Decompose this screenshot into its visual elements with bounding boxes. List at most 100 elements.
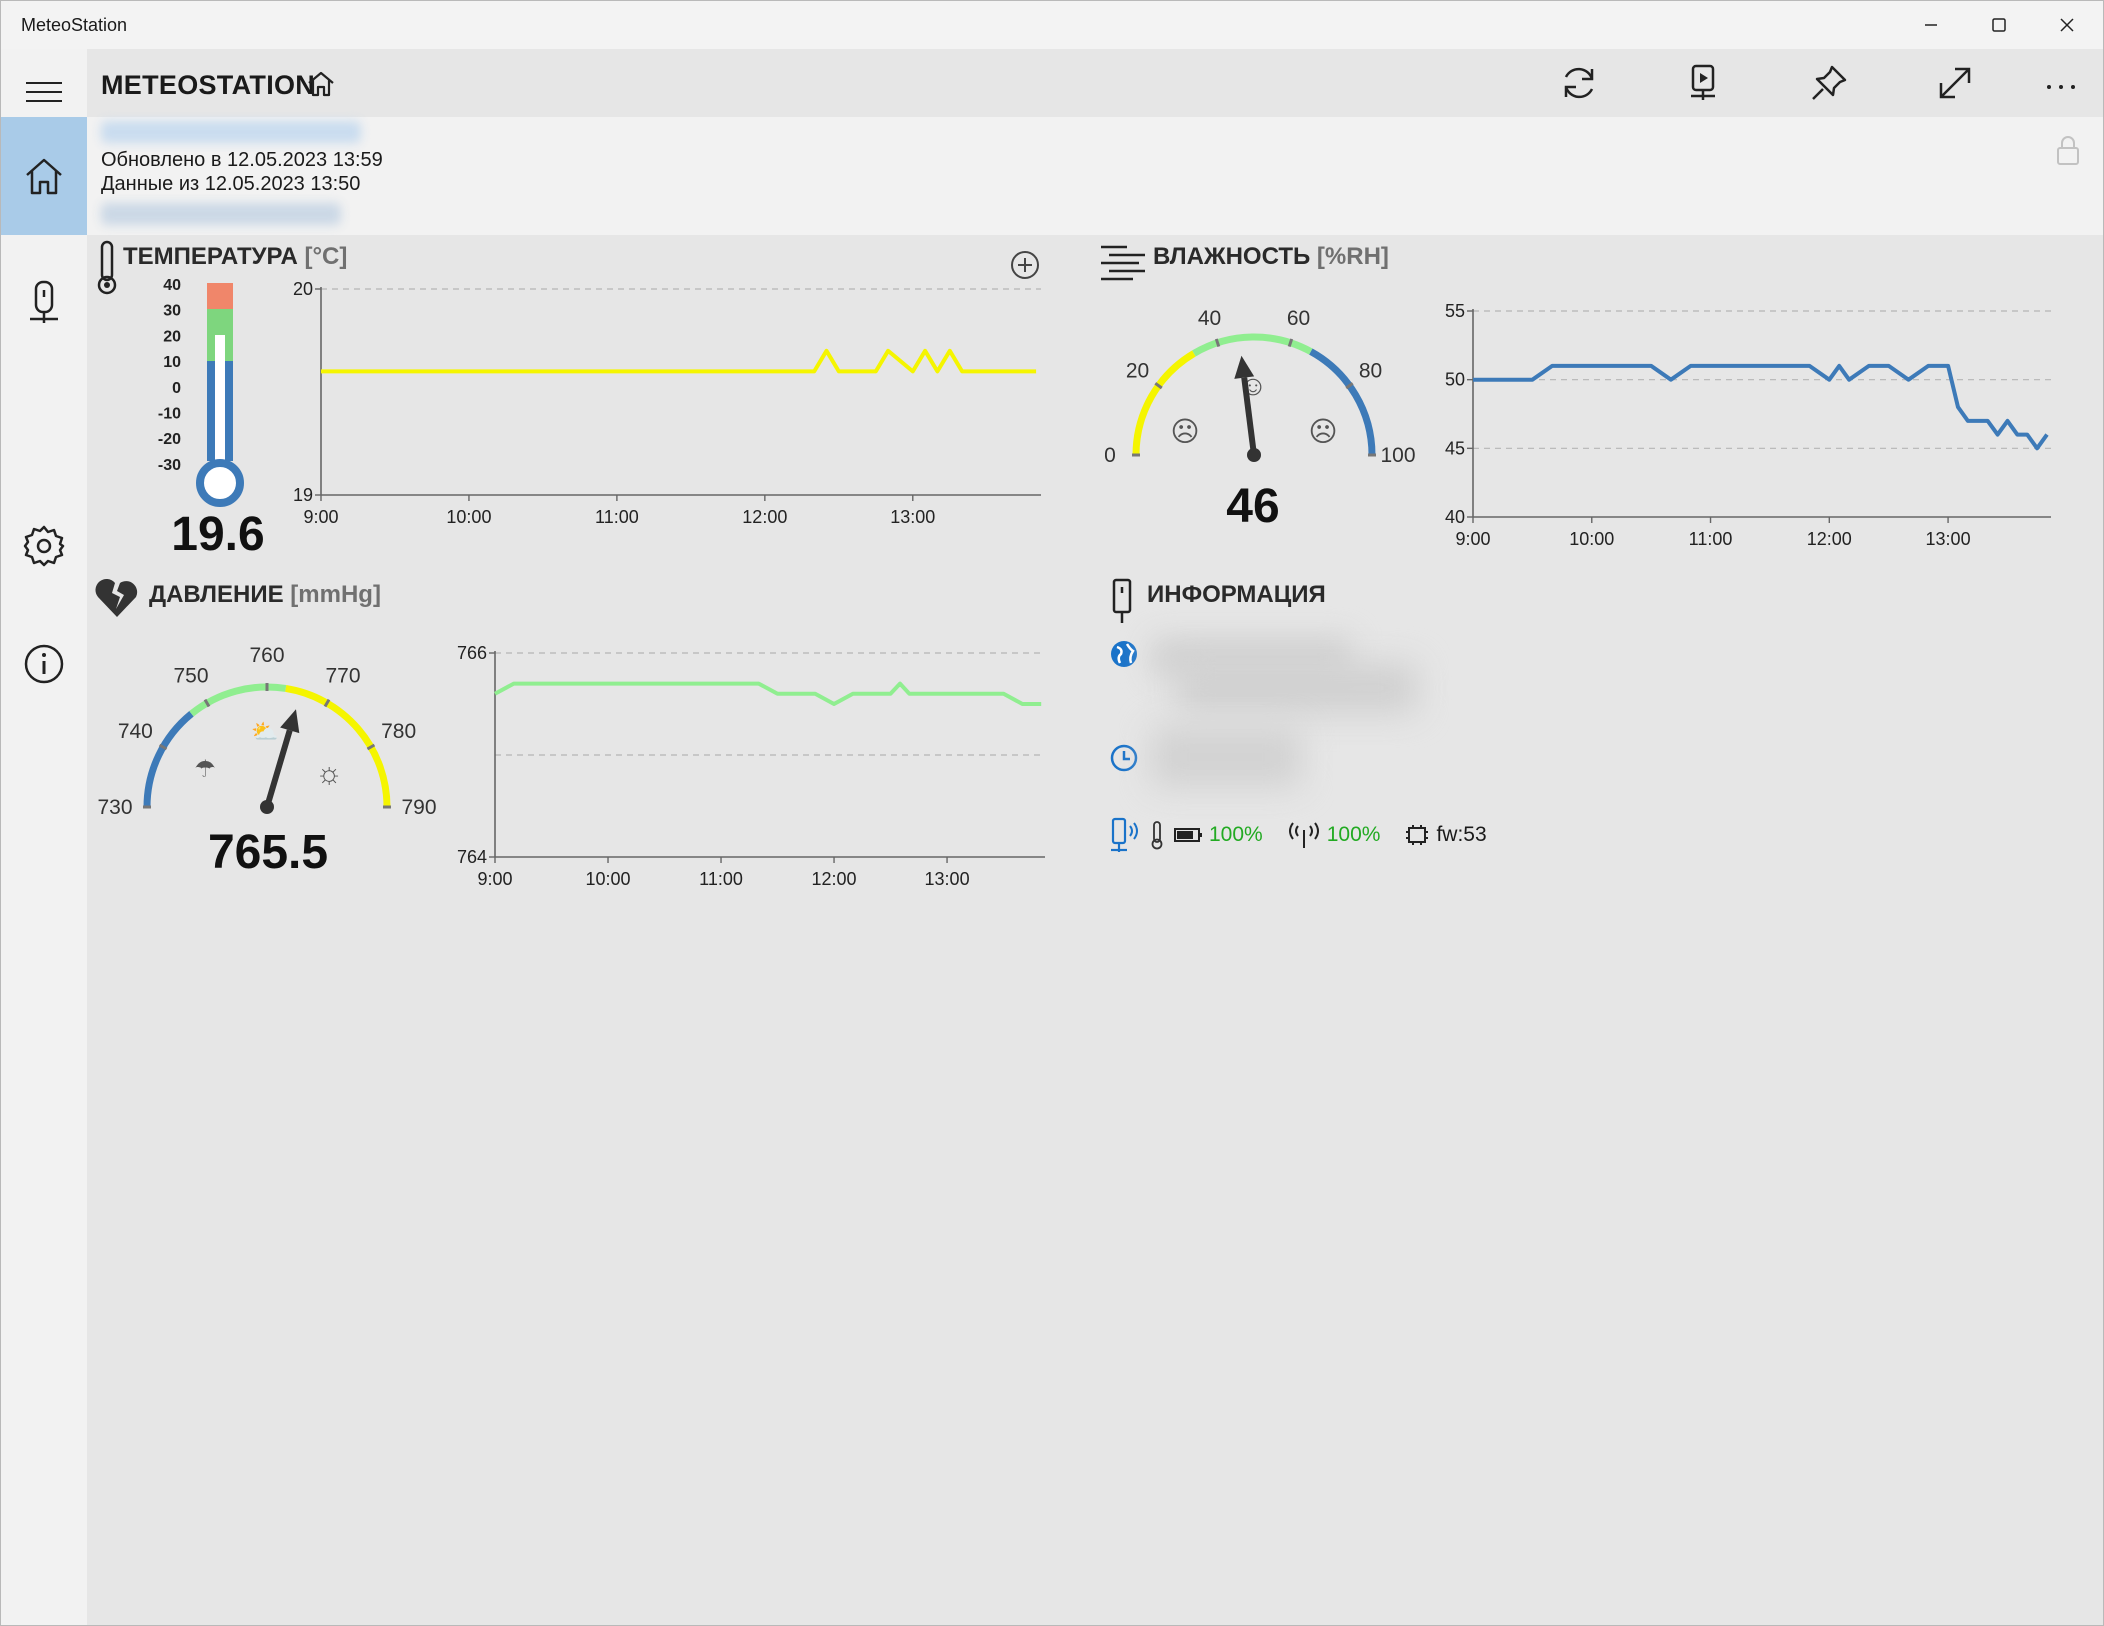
gauge-needle-head xyxy=(280,709,300,734)
x-tick-label: 9:00 xyxy=(1455,529,1490,549)
temperature-chart: 20 199:00 10:00 11:00 12:00 13:00 xyxy=(293,279,1041,527)
x-tick-label: 9:00 xyxy=(303,507,338,527)
x-tick-label: 11:00 xyxy=(699,869,743,889)
blurred-text-block xyxy=(1177,663,1417,713)
station-screen-button[interactable] xyxy=(1673,55,1733,111)
humidity-wind-icon xyxy=(1101,245,1145,281)
pressure-value: 765.5 xyxy=(207,826,329,879)
y-tick-label: 40 xyxy=(1445,507,1465,527)
refresh-button[interactable] xyxy=(1549,55,1609,111)
nav-item-home[interactable] xyxy=(1,117,87,235)
temp-bulb xyxy=(196,459,244,507)
gauge-label: 790 xyxy=(401,796,436,819)
temperature-title: ТЕМПЕРАТУРА [°C] xyxy=(123,243,347,271)
x-tick-label: 12:00 xyxy=(812,869,857,889)
partly-cloudy-icon: ⛅ xyxy=(251,719,278,744)
humidity-unit: [%RH] xyxy=(1316,243,1389,270)
device-status-row: 100% 100% fw:53 xyxy=(1109,815,1487,855)
temp-scale-label: 20 xyxy=(163,328,181,345)
thermometer-icon xyxy=(1151,821,1163,850)
rain-cloud-icon: ☂ xyxy=(194,756,216,783)
series-line xyxy=(1473,363,2049,451)
humidity-title: ВЛАЖНОСТЬ [%RH] xyxy=(1153,243,1389,271)
status-panel: Обновлено в 12.05.2023 13:59 Данные из 1… xyxy=(87,117,2103,235)
station-signal-icon xyxy=(1111,817,1138,852)
gauge-needle xyxy=(1241,377,1257,456)
page-title: METEOSTATION xyxy=(101,70,316,100)
gauge-tick xyxy=(1287,338,1294,348)
temp-scale-label: 10 xyxy=(163,354,181,371)
refresh-icon xyxy=(1564,67,1594,99)
updated-time: Обновлено в 12.05.2023 13:59 xyxy=(101,149,383,171)
gauge-tick xyxy=(1345,382,1354,390)
gauge-arc xyxy=(189,683,287,717)
gauge-tick xyxy=(1154,382,1163,390)
x-tick-label: 10:00 xyxy=(585,869,630,889)
close-button[interactable] xyxy=(2033,1,2101,49)
y-tick-label: 764 xyxy=(457,847,487,867)
expand-icon xyxy=(1939,67,1971,99)
temperature-title-text: ТЕМПЕРАТУРА xyxy=(123,243,298,270)
data-time: Данные из 12.05.2023 13:50 xyxy=(101,173,361,195)
gauge-pivot xyxy=(1247,448,1261,462)
minimize-button[interactable] xyxy=(1897,1,1965,49)
broken-heart-icon xyxy=(95,578,138,617)
gauge-tick xyxy=(203,698,211,708)
gauge-arc xyxy=(1309,348,1376,456)
y-tick-label: 766 xyxy=(457,643,487,663)
x-tick-label: 13:00 xyxy=(1926,529,1971,549)
x-tick-label: 10:00 xyxy=(446,507,491,527)
gauge-tick xyxy=(366,743,376,751)
lock-icon[interactable] xyxy=(2055,135,2081,167)
maximize-button[interactable] xyxy=(1965,1,2033,49)
gauge-label: 100 xyxy=(1380,444,1415,467)
fullscreen-button[interactable] xyxy=(1925,55,1985,111)
globe-icon xyxy=(1111,641,1137,667)
maximize-icon xyxy=(1992,18,2006,32)
hamburger-icon xyxy=(26,82,62,102)
station-play-icon xyxy=(1691,64,1715,100)
y-tick-label: 20 xyxy=(293,279,313,299)
gauge-label: 40 xyxy=(1198,307,1221,330)
battery-icon xyxy=(1174,828,1202,842)
blurred-text-block xyxy=(1151,727,1301,787)
gauge-label: 0 xyxy=(1105,444,1116,467)
temp-scale-label: 40 xyxy=(163,277,181,294)
nav-item-devices[interactable] xyxy=(1,263,87,343)
gauge-label: 750 xyxy=(173,664,208,687)
add-chart-button[interactable] xyxy=(1007,247,1043,283)
gauge-arc xyxy=(285,685,391,808)
pressure-title-text: ДАВЛЕНИЕ xyxy=(149,581,284,608)
temperature-unit: [°C] xyxy=(304,243,348,270)
pressure-unit: [mmHg] xyxy=(290,581,381,608)
y-tick-label: 45 xyxy=(1445,438,1465,458)
gauge-arc xyxy=(1192,333,1313,357)
y-tick-label: 50 xyxy=(1445,370,1465,390)
sad-face-icon: ☹ xyxy=(1170,416,1199,447)
temperature-bar-gauge: 40 30 20 10 0 -10 -20 -30 xyxy=(158,277,244,507)
pin-button[interactable] xyxy=(1799,55,1859,111)
series-line xyxy=(494,681,1042,706)
hamburger-menu-button[interactable] xyxy=(1,67,87,117)
home-icon xyxy=(308,71,334,97)
more-button[interactable] xyxy=(2031,55,2091,111)
gauge-label: 80 xyxy=(1359,359,1382,382)
gauge-tick xyxy=(323,698,331,708)
temp-scale: 40 30 20 10 0 -10 -20 -30 xyxy=(158,277,181,474)
gauge-label: 780 xyxy=(381,720,416,743)
gauge-needle-head xyxy=(1234,355,1255,379)
temp-zone-hot xyxy=(207,283,233,309)
gauge-label: 20 xyxy=(1126,359,1149,382)
pin-icon xyxy=(1812,65,1847,100)
gear-icon xyxy=(23,525,65,567)
more-icon xyxy=(2047,85,2075,89)
nav-item-settings[interactable] xyxy=(1,511,87,581)
gauge-label: 770 xyxy=(325,664,360,687)
temp-scale-label: 30 xyxy=(163,303,181,320)
nav-item-about[interactable] xyxy=(1,629,87,699)
info-icon xyxy=(24,644,64,684)
humidity-chart: 55 50 45 409:00 10:00 11:00 12:00 13:00 xyxy=(1445,301,2051,549)
temp-scale-label: -30 xyxy=(158,457,181,474)
clock-icon xyxy=(1110,744,1138,772)
